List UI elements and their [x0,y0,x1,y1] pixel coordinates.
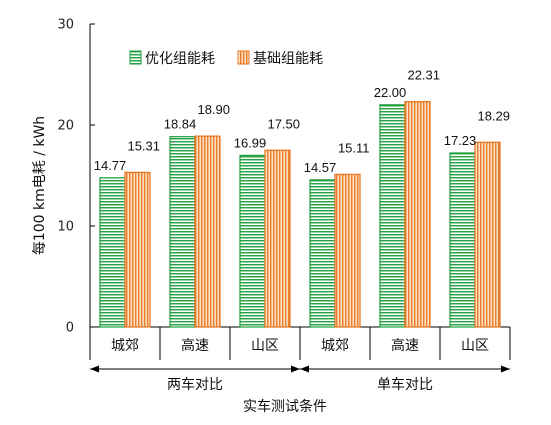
bar-optimized [99,177,126,328]
x-category-label: 城郊 [111,337,139,354]
legend: 优化组能耗 基础组能耗 [129,50,323,67]
value-label: 18.29 [477,108,510,123]
y-tick-label: 30 [57,18,74,33]
x-category-label: 高速 [391,337,419,354]
value-label: 14.77 [94,158,127,173]
value-label: 14.57 [304,160,337,175]
value-label: 18.84 [164,117,197,132]
bar-optimized [309,179,336,328]
arrow-head-left [90,365,99,373]
bars [99,101,501,328]
legend-item: 基础组能耗 [237,50,323,67]
y-tick-label: 20 [57,119,74,134]
group-label: 两车对比 [167,376,223,393]
bar-baseline [474,141,501,328]
bar-baseline [124,171,151,328]
arrow-head-left [300,365,309,373]
x-axis-title: 实车测试条件 [243,398,327,415]
bar-baseline [404,101,431,328]
value-label: 22.31 [407,68,440,83]
bar-optimized [239,154,266,328]
legend-label: 优化组能耗 [145,51,215,67]
group-bracket: 两车对比 [90,365,300,393]
value-label: 15.31 [127,138,160,153]
arrow-head-right [291,365,300,373]
x-category-label: 山区 [461,338,489,354]
value-label: 17.23 [444,133,477,148]
value-label: 18.90 [197,102,230,117]
arrow-head-right [501,365,510,373]
legend-item: 优化组能耗 [129,50,215,67]
bar-optimized [449,152,476,328]
y-axis-title: 每100 km电耗 / kWh [32,116,48,255]
group-label: 单车对比 [377,376,433,393]
bar-optimized [379,104,406,328]
bar-baseline [194,135,221,328]
value-label: 16.99 [234,135,267,150]
x-category-label: 城郊 [321,337,349,354]
value-label: 15.11 [338,140,370,155]
bar-baseline [334,173,361,328]
value-label: 22.00 [374,85,407,100]
legend-swatch [237,50,250,65]
legend-label: 基础组能耗 [253,50,323,67]
y-tick-label: 0 [66,321,74,336]
x-category-label: 高速 [181,337,209,354]
legend-swatch [129,50,142,65]
group-bracket: 单车对比 [300,365,510,393]
bar-baseline [264,149,291,328]
value-label: 17.50 [267,116,300,131]
y-tick-label: 10 [57,220,74,235]
bar-optimized [169,136,196,328]
x-category-label: 山区 [251,338,279,354]
